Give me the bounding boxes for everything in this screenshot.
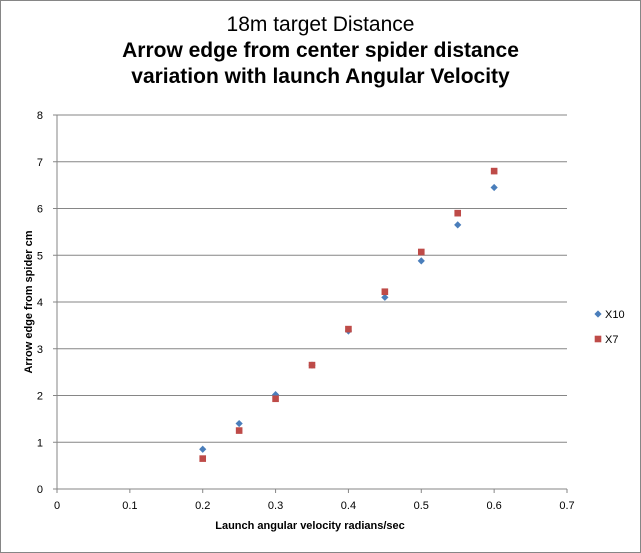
x-tick-label-0.5: 0.5	[414, 500, 429, 512]
point-X7-1	[235, 427, 243, 434]
series-X10	[199, 183, 498, 453]
legend-item-X7: X7	[594, 334, 618, 346]
y-tick-label-7: 7	[37, 157, 43, 169]
point-X10-6	[417, 257, 425, 265]
point-X10-0	[199, 445, 207, 453]
y-tick-label-4: 4	[37, 297, 43, 309]
point-X7-0	[199, 455, 207, 462]
y-tick-label-0: 0	[37, 484, 43, 496]
point-X7-2	[272, 395, 279, 403]
x-tick-label-0.1: 0.1	[122, 500, 137, 512]
y-tick-label-5: 5	[37, 250, 43, 262]
point-X7-3	[308, 361, 316, 369]
x-axis-ticks: 0 0.1 0.2 0.3 0.4 0.5 0.6 0.7	[54, 489, 575, 512]
x-tick-label-0.2: 0.2	[195, 500, 210, 512]
y-axis-label: Arrow edge from spider cm	[23, 230, 35, 373]
legend-item-X10: X10	[594, 309, 625, 321]
y-tick-label-6: 6	[37, 204, 43, 216]
point-X7-8	[490, 167, 498, 175]
x-axis-label: Launch angular velocity radians/sec	[215, 520, 405, 532]
data-points	[199, 167, 498, 462]
point-X10-8	[490, 183, 498, 192]
y-tick-label-1: 1	[37, 437, 43, 449]
legend-label-X10: X10	[605, 309, 625, 321]
y-tick-label-2: 2	[37, 391, 43, 403]
legend: X10 X7	[594, 309, 625, 346]
gridlines	[57, 114, 567, 443]
point-X10-5	[381, 293, 389, 301]
y-tick-label-3: 3	[37, 344, 43, 356]
x-tick-label-0: 0	[54, 500, 60, 512]
point-X7-6	[417, 248, 425, 256]
chart-title-line-1: 18m target Distance	[226, 13, 415, 36]
series-X7	[199, 167, 498, 462]
legend-marker-X10	[594, 310, 602, 318]
legend-marker-X7	[594, 335, 602, 343]
chart-title: 18m target Distance Arrow edge from cent…	[0, 12, 641, 90]
chart-title-line-3: variation with launch Angular Velocity	[131, 65, 510, 88]
point-X10-7	[454, 221, 462, 229]
x-tick-label-0.3: 0.3	[268, 500, 283, 512]
y-axis-ticks: 0 1 2 3 4 5 6 7 8	[37, 110, 57, 496]
point-X7-4	[345, 325, 352, 333]
point-X10-1	[235, 419, 243, 428]
y-tick-label-8: 8	[37, 110, 43, 122]
point-X7-7	[454, 209, 462, 217]
x-tick-label-0.4: 0.4	[341, 500, 356, 512]
x-tick-label-0.6: 0.6	[486, 500, 501, 512]
legend-label-X7: X7	[605, 334, 618, 346]
x-tick-label-0.7: 0.7	[559, 500, 574, 512]
point-X7-5	[381, 288, 389, 296]
chart-title-line-2: Arrow edge from center spider distance	[122, 39, 519, 62]
